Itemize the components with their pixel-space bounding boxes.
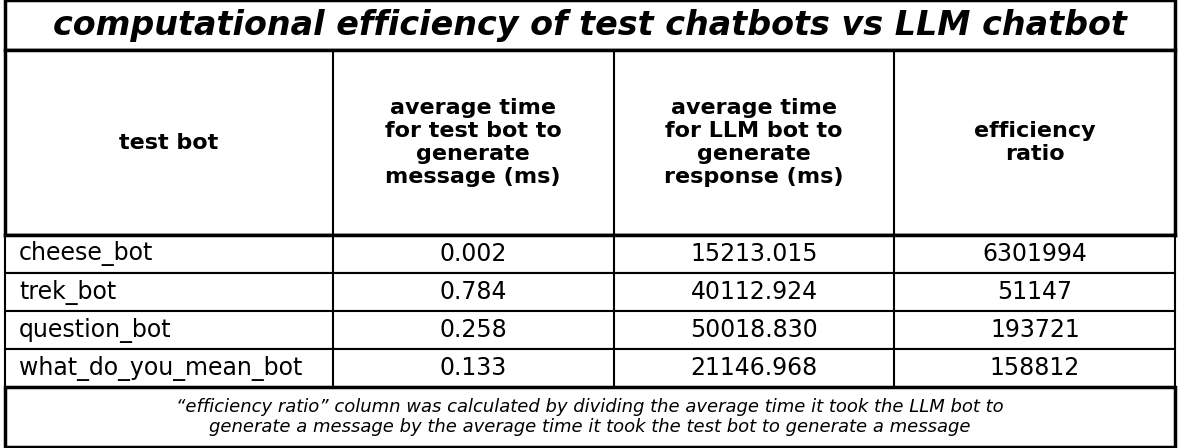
Text: 193721: 193721 <box>990 318 1080 342</box>
Text: 40112.924: 40112.924 <box>690 280 818 304</box>
Text: cheese_bot: cheese_bot <box>19 241 153 267</box>
Text: what_do_you_mean_bot: what_do_you_mean_bot <box>19 356 302 380</box>
Text: 51147: 51147 <box>997 280 1073 304</box>
Text: 0.784: 0.784 <box>439 280 507 304</box>
Text: trek_bot: trek_bot <box>19 280 116 305</box>
Text: test bot: test bot <box>119 133 218 152</box>
Text: efficiency
ratio: efficiency ratio <box>974 121 1096 164</box>
Text: 0.133: 0.133 <box>440 356 506 380</box>
Text: 158812: 158812 <box>990 356 1080 380</box>
Text: computational efficiency of test chatbots vs LLM chatbot: computational efficiency of test chatbot… <box>53 9 1127 42</box>
Text: 0.258: 0.258 <box>439 318 507 342</box>
Text: “efficiency ratio” column was calculated by dividing the average time it took th: “efficiency ratio” column was calculated… <box>176 398 1004 436</box>
Text: 6301994: 6301994 <box>983 242 1087 266</box>
Text: average time
for LLM bot to
generate
response (ms): average time for LLM bot to generate res… <box>664 98 844 187</box>
Text: 0.002: 0.002 <box>439 242 507 266</box>
Text: question_bot: question_bot <box>19 318 171 343</box>
Text: 15213.015: 15213.015 <box>690 242 818 266</box>
Text: 21146.968: 21146.968 <box>690 356 818 380</box>
Text: 50018.830: 50018.830 <box>690 318 818 342</box>
Text: average time
for test bot to
generate
message (ms): average time for test bot to generate me… <box>385 98 562 187</box>
